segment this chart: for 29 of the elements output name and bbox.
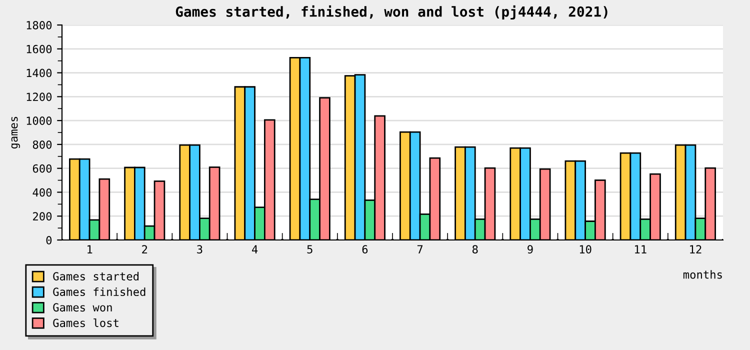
x-axis-title: months <box>683 270 722 279</box>
y-tick-label: 1000 <box>26 116 52 125</box>
legend-label: Games won <box>53 303 112 312</box>
x-tick-label: 12 <box>690 245 702 254</box>
x-tick-label: 10 <box>580 245 592 254</box>
x-tick-label: 5 <box>307 245 312 254</box>
y-axis-title: games <box>11 116 20 149</box>
y-tick-label: 1600 <box>26 44 52 54</box>
y-tick-label: 600 <box>32 164 52 173</box>
x-tick-label: 11 <box>635 245 646 254</box>
legend-label: Games finished <box>53 287 146 296</box>
y-tick-label: 200 <box>33 212 52 221</box>
x-tick-label: 6 <box>362 245 368 254</box>
y-tick-label: 0 <box>46 236 52 244</box>
chart-title: Games started, finished, won and lost (pj4444, 2021) <box>176 5 608 20</box>
y-tick-label: 1400 <box>26 68 52 78</box>
y-tick-label: 1800 <box>26 21 52 30</box>
x-tick-label: 2 <box>142 245 148 254</box>
x-tick-label: 3 <box>197 245 202 254</box>
x-tick-label: 7 <box>417 245 423 254</box>
x-tick-label: 9 <box>528 245 533 254</box>
y-tick-label: 400 <box>32 188 52 197</box>
y-tick-label: 800 <box>32 140 52 149</box>
x-tick-label: 1 <box>88 245 92 254</box>
legend-label: Games lost <box>53 318 118 328</box>
x-tick-label: 8 <box>472 245 478 254</box>
x-tick-label: 4 <box>252 245 258 254</box>
y-tick-label: 1200 <box>26 92 52 102</box>
legend-label: Games started <box>53 272 139 281</box>
